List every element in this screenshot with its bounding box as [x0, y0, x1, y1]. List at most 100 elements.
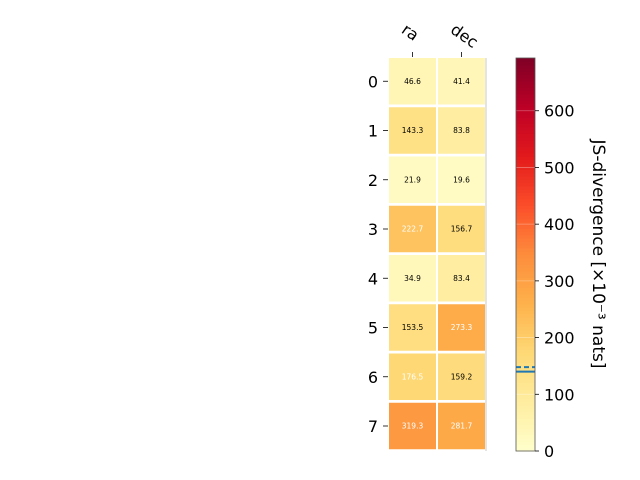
colorbar-tick-label: 600 — [544, 102, 575, 121]
colorbar-band — [516, 234, 535, 239]
colorbar-band — [516, 152, 535, 157]
cell-value-label: 222.7 — [402, 225, 424, 234]
colorbar-band — [516, 58, 535, 62]
colorbar-band — [516, 356, 535, 360]
colorbar-band — [516, 310, 535, 315]
colorbar-band — [516, 136, 535, 141]
colorbar-band — [516, 228, 535, 233]
row-label: 1 — [368, 122, 378, 141]
colorbar-band — [516, 280, 535, 285]
cell-value-label: 19.6 — [453, 175, 470, 184]
heatmap-cell — [389, 402, 436, 450]
cell-value-label: 41.4 — [453, 77, 470, 86]
colorbar-band — [516, 103, 535, 108]
colorbar-band — [516, 375, 535, 380]
colorbar-band — [516, 395, 535, 400]
colorbar-band — [516, 398, 535, 403]
colorbar-band — [516, 166, 535, 170]
colorbar-band — [516, 434, 535, 439]
colorbar-band — [516, 202, 535, 206]
colorbar-band — [516, 405, 535, 410]
colorbar-band — [516, 215, 535, 220]
colorbar-band — [516, 241, 535, 246]
colorbar-band — [516, 437, 535, 442]
colorbar-band — [516, 261, 535, 265]
colorbar-band — [516, 320, 535, 324]
colorbar-band — [516, 411, 535, 416]
colorbar-band — [516, 316, 535, 321]
colorbar-band — [516, 67, 535, 72]
cell-value-label: 273.3 — [451, 323, 473, 332]
colorbar-band — [516, 277, 535, 282]
colorbar-band — [516, 64, 535, 69]
colorbar-band — [516, 159, 535, 164]
colorbar-band — [516, 113, 535, 118]
colorbar-band — [516, 77, 535, 82]
colorbar-band — [516, 225, 535, 229]
colorbar-ticks: 0 100 200 300 400 500 600 — [535, 102, 575, 461]
cell-value-label: 21.9 — [404, 175, 421, 184]
heatmap-cells: 46.6 41.4 143.3 83.8 21.9 19.6 222.7 156.7 34.9 8… — [389, 58, 485, 450]
colorbar-band — [516, 189, 535, 193]
colorbar-band — [516, 71, 535, 75]
colorbar-band — [516, 257, 535, 262]
colorbar-band — [516, 297, 535, 301]
colorbar-band — [516, 244, 535, 249]
colorbar-band — [516, 221, 535, 226]
colorbar-band — [516, 149, 535, 154]
colorbar-band — [516, 329, 535, 334]
cell-value-label: 34.9 — [404, 274, 421, 283]
colorbar-band — [516, 208, 535, 213]
heatmap-cell — [438, 353, 485, 400]
colorbar-band — [516, 378, 535, 383]
heatmap-cell — [389, 255, 436, 302]
cell-value-label: 46.6 — [404, 77, 421, 86]
colorbar-band — [516, 392, 535, 396]
colorbar-band — [516, 90, 535, 95]
colorbar-frame — [515, 57, 536, 452]
cell-value-label: 83.4 — [453, 274, 470, 283]
cell-value-label: 143.3 — [402, 126, 424, 135]
colorbar-band — [516, 107, 535, 111]
row-labels: 0 1 2 3 4 5 6 7 — [368, 72, 388, 436]
colorbar-band — [516, 116, 535, 121]
heatmap-cell — [438, 156, 485, 203]
colorbar-band — [516, 133, 535, 138]
colorbar-band — [516, 169, 535, 174]
colorbar-band — [516, 267, 535, 272]
colorbar-markers — [516, 366, 535, 373]
colorbar-band — [516, 74, 535, 79]
colorbar-band — [516, 110, 535, 115]
colorbar-band — [516, 162, 535, 167]
colorbar-band — [516, 333, 535, 337]
column-label: dec — [447, 20, 481, 52]
colorbar-band — [516, 100, 535, 105]
colorbar-gradient — [516, 58, 535, 452]
colorbar-band — [516, 349, 535, 354]
colorbar-band — [516, 359, 535, 364]
colorbar-band — [516, 336, 535, 341]
colorbar-band — [516, 428, 535, 432]
cell-value-label: 156.7 — [451, 225, 473, 234]
colorbar-band — [516, 339, 535, 344]
colorbar-band — [516, 211, 535, 216]
colorbar-band — [516, 290, 535, 295]
colorbar-band — [516, 94, 535, 98]
row-label: 6 — [368, 368, 378, 387]
heatmap-cell — [438, 255, 485, 302]
heatmap-cell — [389, 58, 436, 105]
colorbar-band — [516, 352, 535, 357]
colorbar-band — [516, 401, 535, 406]
colorbar-band — [516, 270, 535, 275]
colorbar-band — [516, 421, 535, 426]
heatmap-cell — [438, 107, 485, 154]
column-label: ra — [398, 20, 422, 45]
colorbar-band — [516, 388, 535, 393]
colorbar-band — [516, 313, 535, 318]
colorbar-band — [516, 424, 535, 429]
heatmap-cell — [389, 107, 436, 154]
colorbar-band — [516, 447, 535, 452]
colorbar-band — [516, 87, 535, 92]
colorbar-band — [516, 408, 535, 413]
colorbar-band — [516, 218, 535, 223]
